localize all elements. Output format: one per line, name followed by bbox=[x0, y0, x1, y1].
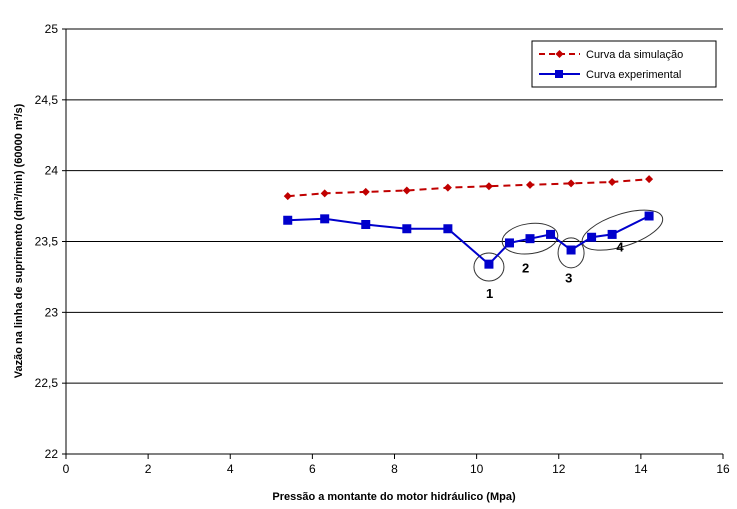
legend-label-experimental: Curva experimental bbox=[586, 69, 681, 81]
series-1-point-0 bbox=[283, 215, 293, 225]
series-1-point-11 bbox=[607, 229, 617, 239]
y-tick-label-4: 24 bbox=[45, 164, 59, 178]
axes bbox=[62, 28, 724, 459]
y-tick-label-0: 22 bbox=[45, 447, 59, 461]
y-tick-label-2: 23 bbox=[45, 305, 59, 319]
annotation-ellipse-3 bbox=[557, 237, 585, 269]
annotation-label-1: 1 bbox=[486, 286, 493, 301]
series-0-point-8 bbox=[608, 178, 617, 186]
series-1-point-9 bbox=[566, 245, 576, 255]
series-1-point-3 bbox=[402, 224, 412, 234]
series-1-point-5 bbox=[484, 259, 494, 269]
legend: Curva da simulação Curva experimental bbox=[531, 40, 717, 88]
x-tick-label-2: 4 bbox=[227, 462, 234, 476]
series-0-point-0 bbox=[283, 192, 292, 201]
series-1-point-12 bbox=[644, 211, 654, 221]
annotation-ellipse-2 bbox=[501, 222, 559, 255]
series-1-point-1 bbox=[320, 214, 330, 224]
series-0-point-4 bbox=[443, 183, 452, 192]
series-0-point-7 bbox=[567, 179, 576, 188]
series-line-0 bbox=[287, 178, 650, 198]
annotations: 1 2 3 4 bbox=[473, 209, 664, 301]
series-1-point-4 bbox=[443, 224, 453, 234]
x-tick-label-8: 16 bbox=[716, 462, 730, 476]
x-axis-label: Pressão a montante do motor hidráulico (… bbox=[272, 491, 516, 503]
series-group bbox=[283, 175, 654, 269]
series-1-point-8 bbox=[546, 229, 556, 239]
annotation-ellipse-1 bbox=[473, 252, 505, 282]
annotation-label-4: 4 bbox=[616, 239, 624, 254]
y-axis-label: Vazão na linha de suprimento (dm³/min) (… bbox=[13, 103, 25, 378]
x-tick-label-4: 8 bbox=[391, 462, 398, 476]
annotation-label-3: 3 bbox=[565, 271, 572, 286]
y-tick-label-6: 25 bbox=[45, 22, 59, 36]
x-tick-label-3: 6 bbox=[309, 462, 316, 476]
x-tick-label-1: 2 bbox=[145, 462, 152, 476]
series-0-point-9 bbox=[645, 175, 654, 184]
series-1-point-10 bbox=[587, 232, 597, 242]
x-tick-label-7: 14 bbox=[634, 462, 648, 476]
series-0-point-3 bbox=[402, 186, 411, 195]
series-1-point-7 bbox=[525, 234, 535, 244]
annotation-label-2: 2 bbox=[522, 261, 529, 276]
y-tick-label-5: 24,5 bbox=[35, 93, 59, 107]
series-1-point-2 bbox=[361, 220, 371, 229]
legend-marker-simulacao bbox=[555, 50, 564, 58]
legend-label-simulacao: Curva da simulação bbox=[586, 49, 683, 61]
series-0-point-6 bbox=[526, 180, 535, 189]
series-0-point-5 bbox=[484, 182, 493, 191]
series-1-point-6 bbox=[504, 238, 514, 248]
y-tick-label-3: 23,5 bbox=[35, 235, 59, 249]
series-0-point-2 bbox=[361, 187, 370, 196]
x-tick-label-6: 12 bbox=[552, 462, 566, 476]
x-tick-label-5: 10 bbox=[470, 462, 484, 476]
legend-box bbox=[531, 40, 717, 88]
legend-marker-experimental bbox=[555, 70, 563, 78]
y-tick-label-1: 22,5 bbox=[35, 376, 59, 390]
series-0-point-1 bbox=[320, 189, 329, 198]
x-tick-label-0: 0 bbox=[63, 462, 70, 476]
